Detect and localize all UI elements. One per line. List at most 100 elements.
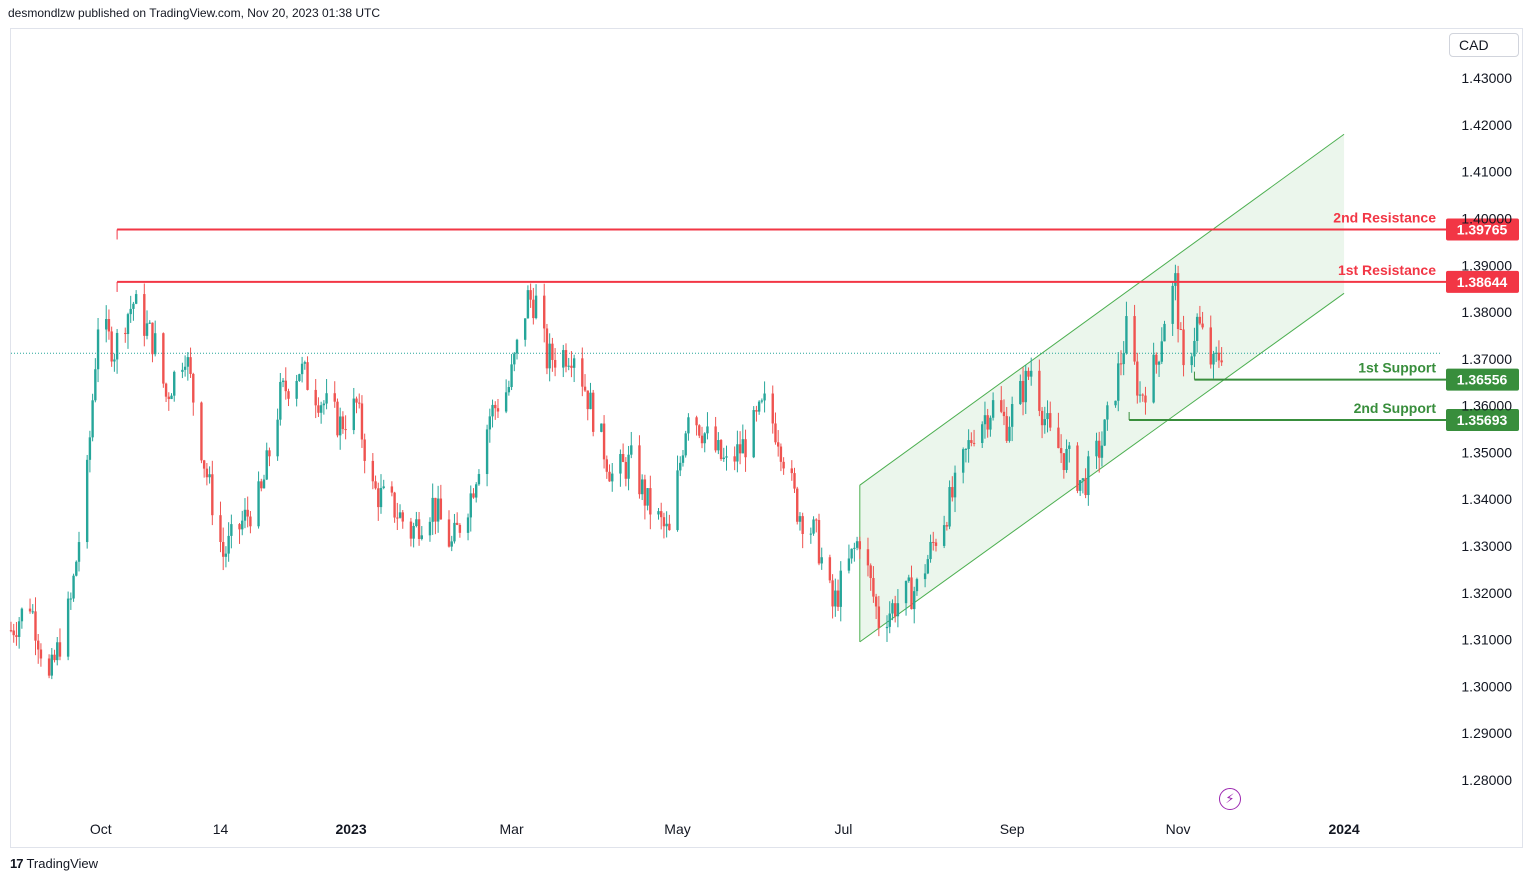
candle-body (1209, 327, 1212, 365)
candle (600, 423, 603, 433)
candle-body (1057, 427, 1060, 449)
candle (431, 483, 434, 535)
candle (279, 372, 282, 426)
candle-body (1190, 356, 1193, 366)
candle-body (630, 445, 633, 455)
candle-body (1103, 419, 1106, 446)
candle-body (929, 541, 932, 560)
candle-body (360, 403, 364, 440)
candle (638, 435, 641, 499)
chart-frame (10, 28, 1523, 848)
candle (1217, 340, 1221, 368)
candle-body (276, 419, 279, 457)
candle-body (1117, 363, 1120, 401)
candle-body (143, 294, 146, 336)
candle-body (189, 357, 192, 374)
candle (763, 381, 766, 413)
candle-body (853, 547, 856, 549)
level-price-text: 1.36556 (1457, 372, 1508, 388)
candle (926, 554, 930, 575)
candle-body (1029, 370, 1033, 377)
candle (200, 401, 203, 464)
candle-body (56, 642, 59, 661)
candle-body (319, 405, 323, 413)
candle (162, 332, 165, 388)
candle (317, 397, 320, 417)
currency-button[interactable]: CAD (1449, 33, 1519, 57)
candle (132, 301, 135, 321)
candle-body (1024, 370, 1027, 403)
candle (28, 598, 32, 614)
candle (377, 482, 380, 521)
candle-body (1100, 445, 1104, 458)
candle-body (148, 322, 151, 324)
support-level: 1st Support 1.36556 (1193, 360, 1519, 391)
candle (970, 432, 973, 447)
candle (738, 431, 742, 465)
candle (355, 396, 358, 414)
candle (241, 510, 244, 536)
candle-body (390, 486, 394, 493)
candle-body (1193, 340, 1196, 357)
candle (458, 523, 462, 538)
lightning-icon[interactable]: ⚡ (1219, 788, 1241, 810)
y-tick-label: 1.34000 (1461, 491, 1512, 507)
candle-body (398, 512, 402, 518)
candle-body (485, 429, 489, 475)
candle-body (529, 290, 532, 300)
candle-body (436, 498, 440, 522)
candle (1046, 400, 1049, 433)
candle-body (260, 481, 263, 489)
candle (1141, 393, 1144, 402)
candle-body (736, 444, 739, 462)
candle-body (69, 598, 73, 600)
candle-body (855, 541, 859, 548)
candle (684, 430, 687, 458)
candle-body (53, 654, 56, 661)
candle (1100, 431, 1104, 467)
candle-body (942, 525, 946, 546)
candle-body (162, 333, 165, 384)
candle-body (358, 402, 361, 404)
candle (872, 566, 875, 603)
level-price-text: 1.39765 (1457, 221, 1508, 237)
candle-body (891, 603, 894, 614)
candle (164, 382, 168, 403)
candle (953, 465, 957, 513)
candle-body (66, 598, 70, 657)
candle-body (619, 454, 622, 474)
candle (303, 360, 307, 370)
candle-body (377, 488, 380, 508)
candle (1182, 315, 1185, 377)
candle-body (224, 553, 228, 557)
candle (779, 443, 783, 472)
candle (186, 352, 190, 381)
x-tick-label: Jul (835, 821, 853, 837)
candle (643, 474, 647, 520)
candle-body (989, 417, 992, 430)
candle-body (1136, 361, 1139, 396)
level-label: 2nd Support (1354, 400, 1437, 416)
candle (504, 379, 508, 414)
candle (665, 511, 668, 538)
candle-body (553, 359, 557, 368)
candle-body (640, 479, 644, 495)
candle-body (581, 358, 584, 387)
candle (50, 648, 54, 680)
candle-body (39, 649, 43, 659)
candle (336, 398, 339, 438)
candle (1057, 412, 1060, 449)
candle (570, 351, 573, 378)
candle (790, 460, 793, 481)
candle (700, 426, 704, 449)
candles-group (9, 264, 1223, 680)
candle (564, 343, 568, 373)
candle-body (543, 295, 546, 329)
candle-body (1176, 273, 1180, 330)
y-tick-label: 1.28000 (1461, 772, 1512, 788)
candle (817, 513, 821, 566)
candle (1084, 468, 1087, 499)
candle (53, 649, 56, 663)
candle (287, 388, 290, 407)
